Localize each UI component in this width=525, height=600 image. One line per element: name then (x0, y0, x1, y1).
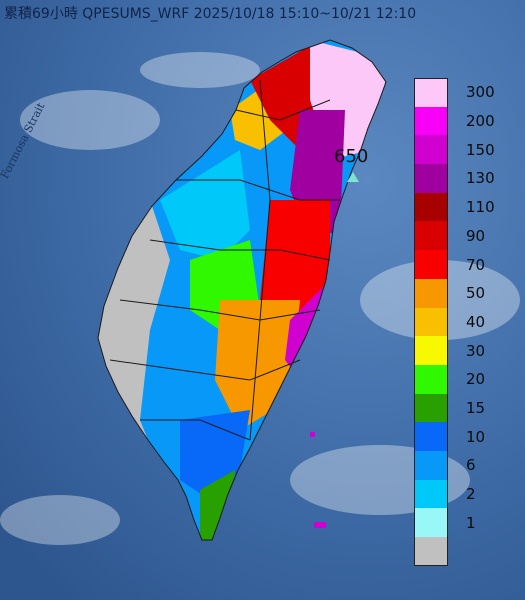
island-marker-small (310, 432, 315, 437)
legend-swatch (414, 78, 448, 107)
legend-swatch (414, 537, 448, 566)
legend-label: 50 (466, 284, 486, 303)
max-rainfall-value: 650 (334, 146, 369, 167)
legend-label: 40 (466, 312, 486, 331)
legend-label: 1 (466, 513, 476, 532)
legend-label: 6 (466, 456, 476, 475)
legend-colorbar (414, 78, 448, 566)
legend-label: 10 (466, 427, 486, 446)
legend-label: 2 (466, 485, 476, 504)
legend-swatch (414, 393, 448, 423)
legend-label: 110 (466, 198, 495, 217)
legend-swatch (414, 278, 448, 308)
legend-swatch (414, 508, 448, 537)
legend-label: 200 (466, 112, 495, 131)
triangle-marker-icon (347, 172, 359, 182)
legend-swatch (414, 336, 448, 365)
county-boundaries (97, 39, 387, 541)
legend-swatch (414, 250, 448, 279)
legend-swatch (414, 422, 448, 451)
legend-label: 15 (466, 399, 486, 418)
legend-swatch (414, 307, 448, 337)
sea-texture (0, 52, 520, 545)
legend-label: 130 (466, 169, 495, 188)
legend-swatch (414, 450, 448, 480)
legend-label: 90 (466, 226, 486, 245)
island-marker (314, 522, 326, 528)
legend-label: 150 (466, 140, 495, 159)
legend-label: 20 (466, 370, 486, 389)
legend-swatch (414, 364, 448, 394)
legend-label: 300 (466, 83, 495, 102)
legend-label: 70 (466, 255, 486, 274)
legend-swatch (414, 192, 448, 222)
legend-swatch (414, 164, 448, 193)
legend-swatch (414, 479, 448, 509)
legend-swatch (414, 106, 448, 136)
legend-label: 30 (466, 341, 486, 360)
legend-swatch (414, 221, 448, 251)
map-title: 累積69小時 QPESUMS_WRF 2025/10/18 15:10~10/2… (4, 6, 417, 22)
legend-swatch (414, 135, 448, 165)
